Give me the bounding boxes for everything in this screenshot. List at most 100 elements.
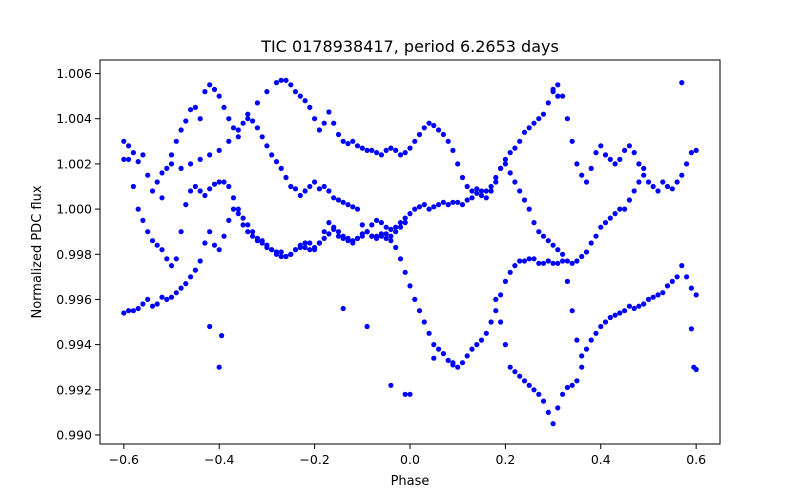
data-point — [464, 183, 470, 190]
data-point — [254, 125, 260, 131]
data-point — [221, 104, 227, 110]
data-point — [321, 229, 327, 235]
data-point — [607, 215, 613, 221]
data-point — [121, 138, 127, 144]
data-point — [688, 150, 695, 156]
data-point — [278, 249, 284, 255]
data-point — [617, 206, 623, 212]
data-point — [602, 319, 609, 325]
data-point — [154, 301, 160, 307]
data-point — [617, 310, 623, 316]
y-tick-label: 0.992 — [56, 382, 92, 397]
y-tick-label: 1.006 — [56, 66, 92, 81]
data-point — [140, 217, 146, 223]
data-point — [350, 240, 356, 246]
data-point — [421, 125, 427, 131]
data-point — [445, 202, 451, 208]
data-point — [502, 278, 508, 284]
data-point — [564, 116, 571, 122]
data-point — [340, 233, 346, 239]
data-point — [478, 192, 485, 199]
data-point — [302, 188, 308, 194]
data-point — [478, 337, 485, 343]
data-point — [345, 141, 351, 147]
data-point — [483, 188, 489, 194]
data-point — [245, 116, 251, 122]
x-axis-label: Phase — [391, 474, 430, 489]
series-3 — [121, 138, 647, 370]
data-point — [560, 93, 566, 99]
data-point — [502, 156, 508, 162]
data-point — [521, 378, 528, 384]
data-point — [459, 174, 466, 181]
y-tick-label: 0.996 — [56, 292, 92, 307]
x-tick-label: 0.0 — [400, 452, 420, 467]
data-point — [397, 224, 404, 230]
data-point — [622, 206, 628, 212]
data-point — [226, 138, 232, 144]
data-point — [512, 263, 518, 269]
data-point — [679, 263, 685, 269]
data-point — [173, 256, 179, 262]
data-point — [412, 296, 418, 302]
data-point — [335, 197, 342, 203]
data-point — [602, 220, 609, 226]
data-point — [207, 229, 213, 235]
data-point — [545, 258, 551, 264]
data-point — [221, 233, 227, 239]
data-point — [130, 183, 136, 190]
data-point — [240, 215, 246, 221]
data-point — [569, 382, 575, 388]
data-point — [545, 100, 551, 106]
data-point — [674, 274, 680, 280]
data-point — [498, 292, 504, 298]
x-tick-label: 0.6 — [686, 452, 706, 467]
data-point — [583, 179, 590, 185]
data-point — [431, 122, 437, 129]
data-point — [569, 138, 575, 144]
data-point — [393, 147, 399, 153]
data-point — [312, 247, 318, 253]
data-point — [483, 330, 489, 336]
data-point — [240, 222, 246, 228]
data-point — [493, 308, 499, 314]
data-point — [230, 195, 237, 201]
data-point — [192, 267, 198, 273]
data-point — [278, 77, 284, 83]
data-point — [354, 235, 361, 241]
data-point — [359, 222, 365, 228]
data-point — [588, 337, 594, 343]
data-point — [135, 206, 141, 212]
data-point — [474, 190, 480, 196]
data-point — [245, 222, 251, 228]
data-point — [540, 233, 547, 239]
data-point — [579, 253, 585, 260]
data-point — [631, 305, 637, 312]
data-point — [579, 172, 585, 178]
data-point — [593, 233, 599, 239]
data-point — [273, 249, 280, 255]
data-point — [192, 183, 198, 190]
data-point — [292, 247, 299, 253]
data-point — [350, 204, 356, 210]
data-point — [307, 183, 313, 190]
data-point — [641, 301, 647, 307]
data-point — [402, 220, 408, 226]
data-point — [197, 116, 203, 122]
data-point — [655, 292, 661, 298]
data-point — [626, 143, 633, 149]
data-point — [292, 186, 299, 192]
x-tick-label: −0.2 — [299, 452, 329, 467]
data-point — [455, 199, 461, 205]
data-point — [383, 147, 389, 153]
data-point — [550, 260, 556, 266]
data-point — [168, 152, 175, 158]
data-point — [340, 138, 346, 144]
data-point — [622, 308, 628, 314]
data-point — [254, 235, 260, 241]
data-point — [121, 310, 127, 316]
series-6 — [207, 80, 699, 397]
data-point — [321, 120, 327, 126]
data-point — [459, 202, 466, 208]
data-point — [135, 305, 141, 312]
